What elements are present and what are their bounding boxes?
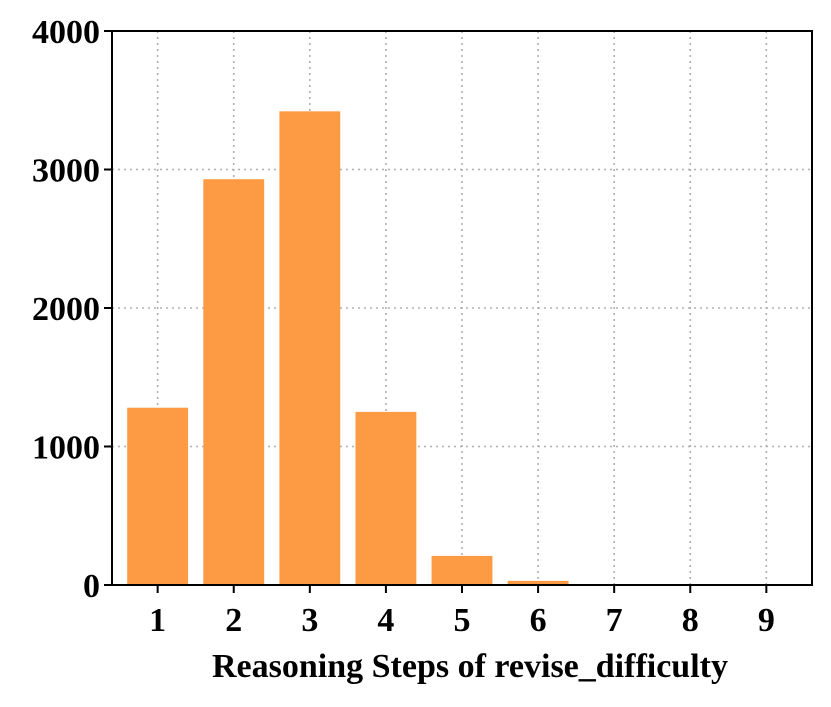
bar-2 — [203, 179, 264, 585]
bar-1 — [127, 408, 188, 585]
y-tick-label: 0 — [83, 568, 100, 605]
bar-4 — [355, 412, 416, 585]
x-tick-label: 1 — [149, 602, 166, 639]
x-axis: 1 2 3 4 5 6 7 8 9 — [149, 585, 775, 639]
y-tick-label: 1000 — [32, 430, 100, 467]
x-tick-label: 5 — [454, 602, 471, 639]
x-tick-label: 2 — [225, 602, 242, 639]
bar-3 — [279, 111, 340, 585]
x-tick-label: 6 — [530, 602, 547, 639]
y-tick-label: 3000 — [32, 153, 100, 190]
x-tick-label: 3 — [301, 602, 318, 639]
x-tick-label: 9 — [758, 602, 775, 639]
y-tick-label: 2000 — [32, 291, 100, 328]
y-tick-label: 4000 — [32, 14, 100, 51]
x-tick-label: 7 — [606, 602, 623, 639]
bar-5 — [432, 556, 493, 585]
x-axis-title: Reasoning Steps of revise_difficulty — [212, 648, 728, 685]
y-axis: 0 1000 2000 3000 4000 — [32, 14, 112, 605]
x-tick-label: 8 — [682, 602, 699, 639]
x-tick-label: 4 — [377, 602, 394, 639]
